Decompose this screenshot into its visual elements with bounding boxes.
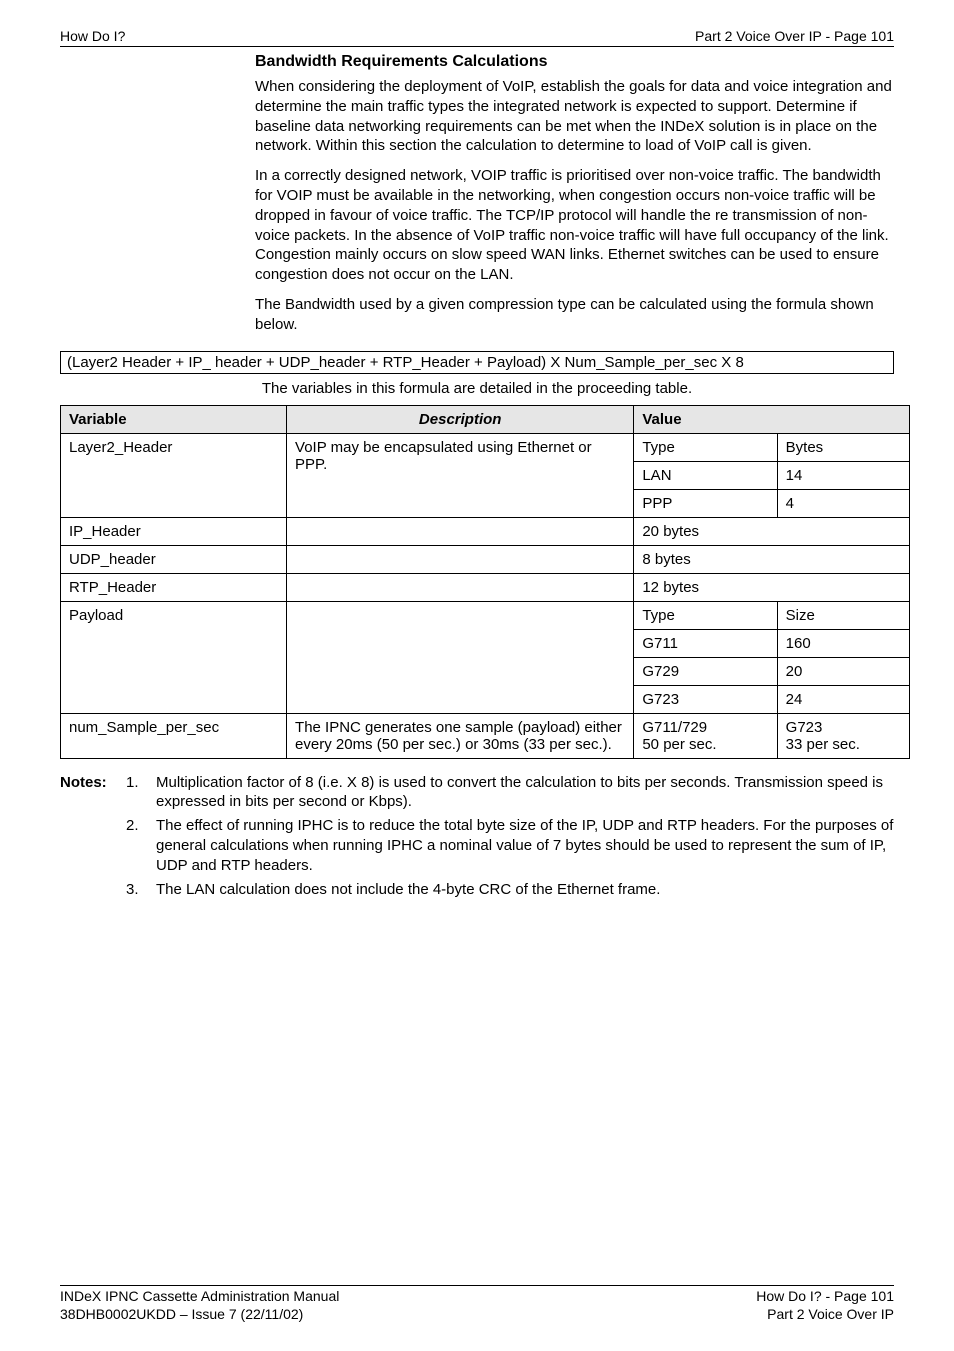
cell-desc: VoIP may be encapsulated using Ethernet … bbox=[287, 433, 634, 517]
notes-label: Notes: bbox=[60, 773, 126, 813]
cell-value: G729 bbox=[634, 657, 777, 685]
footer-right: How Do I? - Page 101 Part 2 Voice Over I… bbox=[756, 1288, 894, 1323]
page-footer: INDeX IPNC Cassette Administration Manua… bbox=[60, 1285, 894, 1323]
cell-value: Bytes bbox=[777, 433, 909, 461]
table-row: UDP_header 8 bytes bbox=[61, 545, 910, 573]
cell-value: 20 bytes bbox=[634, 517, 910, 545]
th-value: Value bbox=[634, 405, 910, 433]
cell-value: 160 bbox=[777, 629, 909, 657]
note-text: Multiplication factor of 8 (i.e. X 8) is… bbox=[156, 773, 894, 813]
table-row: Layer2_Header VoIP may be encapsulated u… bbox=[61, 433, 910, 461]
cell-desc bbox=[287, 517, 634, 545]
cell-desc bbox=[287, 545, 634, 573]
para-1: When considering the deployment of VoIP,… bbox=[255, 77, 894, 156]
cell-var: Payload bbox=[61, 601, 287, 713]
table-row: Payload Type Size bbox=[61, 601, 910, 629]
cell-value: G711/729 50 per sec. bbox=[634, 713, 777, 758]
footer-right-2: Part 2 Voice Over IP bbox=[756, 1306, 894, 1324]
formula-box: (Layer2 Header + IP_ header + UDP_header… bbox=[60, 351, 894, 374]
cell-var: num_Sample_per_sec bbox=[61, 713, 287, 758]
table-row: RTP_Header 12 bytes bbox=[61, 573, 910, 601]
cell-value: Type bbox=[634, 433, 777, 461]
table-row: num_Sample_per_sec The IPNC generates on… bbox=[61, 713, 910, 758]
th-variable: Variable bbox=[61, 405, 287, 433]
cell-desc: The IPNC generates one sample (payload) … bbox=[287, 713, 634, 758]
header-right: Part 2 Voice Over IP - Page 101 bbox=[695, 28, 894, 44]
note-text: The effect of running IPHC is to reduce … bbox=[156, 816, 894, 875]
cell-value: 24 bbox=[777, 685, 909, 713]
para-3: The Bandwidth used by a given compressio… bbox=[255, 295, 894, 335]
cell-value: 4 bbox=[777, 489, 909, 517]
para-2: In a correctly designed network, VOIP tr… bbox=[255, 166, 894, 285]
cell-value: LAN bbox=[634, 461, 777, 489]
table-row: Variable Description Value bbox=[61, 405, 910, 433]
variables-table: Variable Description Value Layer2_Header… bbox=[60, 405, 910, 759]
page-header: How Do I? Part 2 Voice Over IP - Page 10… bbox=[60, 28, 894, 47]
cell-value: G711 bbox=[634, 629, 777, 657]
note-number: 2. bbox=[126, 816, 156, 875]
note-text: The LAN calculation does not include the… bbox=[156, 880, 894, 900]
cell-var: UDP_header bbox=[61, 545, 287, 573]
th-description: Description bbox=[287, 405, 634, 433]
cell-value: G723 33 per sec. bbox=[777, 713, 909, 758]
cell-value: Type bbox=[634, 601, 777, 629]
cell-desc bbox=[287, 601, 634, 713]
footer-right-1: How Do I? - Page 101 bbox=[756, 1288, 894, 1306]
footer-left: INDeX IPNC Cassette Administration Manua… bbox=[60, 1288, 339, 1323]
cell-value: 14 bbox=[777, 461, 909, 489]
section-heading: Bandwidth Requirements Calculations bbox=[255, 53, 894, 71]
cell-var: RTP_Header bbox=[61, 573, 287, 601]
cell-value: Size bbox=[777, 601, 909, 629]
cell-value: 8 bytes bbox=[634, 545, 910, 573]
cell-desc bbox=[287, 573, 634, 601]
note-number: 3. bbox=[126, 880, 156, 900]
table-row: IP_Header 20 bytes bbox=[61, 517, 910, 545]
header-left: How Do I? bbox=[60, 28, 125, 44]
cell-value: 12 bytes bbox=[634, 573, 910, 601]
table-intro: The variables in this formula are detail… bbox=[60, 380, 894, 397]
footer-left-2: 38DHB0002UKDD – Issue 7 (22/11/02) bbox=[60, 1306, 339, 1324]
cell-value: G723 bbox=[634, 685, 777, 713]
cell-value: 20 bbox=[777, 657, 909, 685]
footer-left-1: INDeX IPNC Cassette Administration Manua… bbox=[60, 1288, 339, 1306]
notes: Notes: 1. Multiplication factor of 8 (i.… bbox=[60, 773, 894, 900]
cell-value: PPP bbox=[634, 489, 777, 517]
note-number: 1. bbox=[126, 773, 156, 813]
cell-var: Layer2_Header bbox=[61, 433, 287, 517]
cell-var: IP_Header bbox=[61, 517, 287, 545]
